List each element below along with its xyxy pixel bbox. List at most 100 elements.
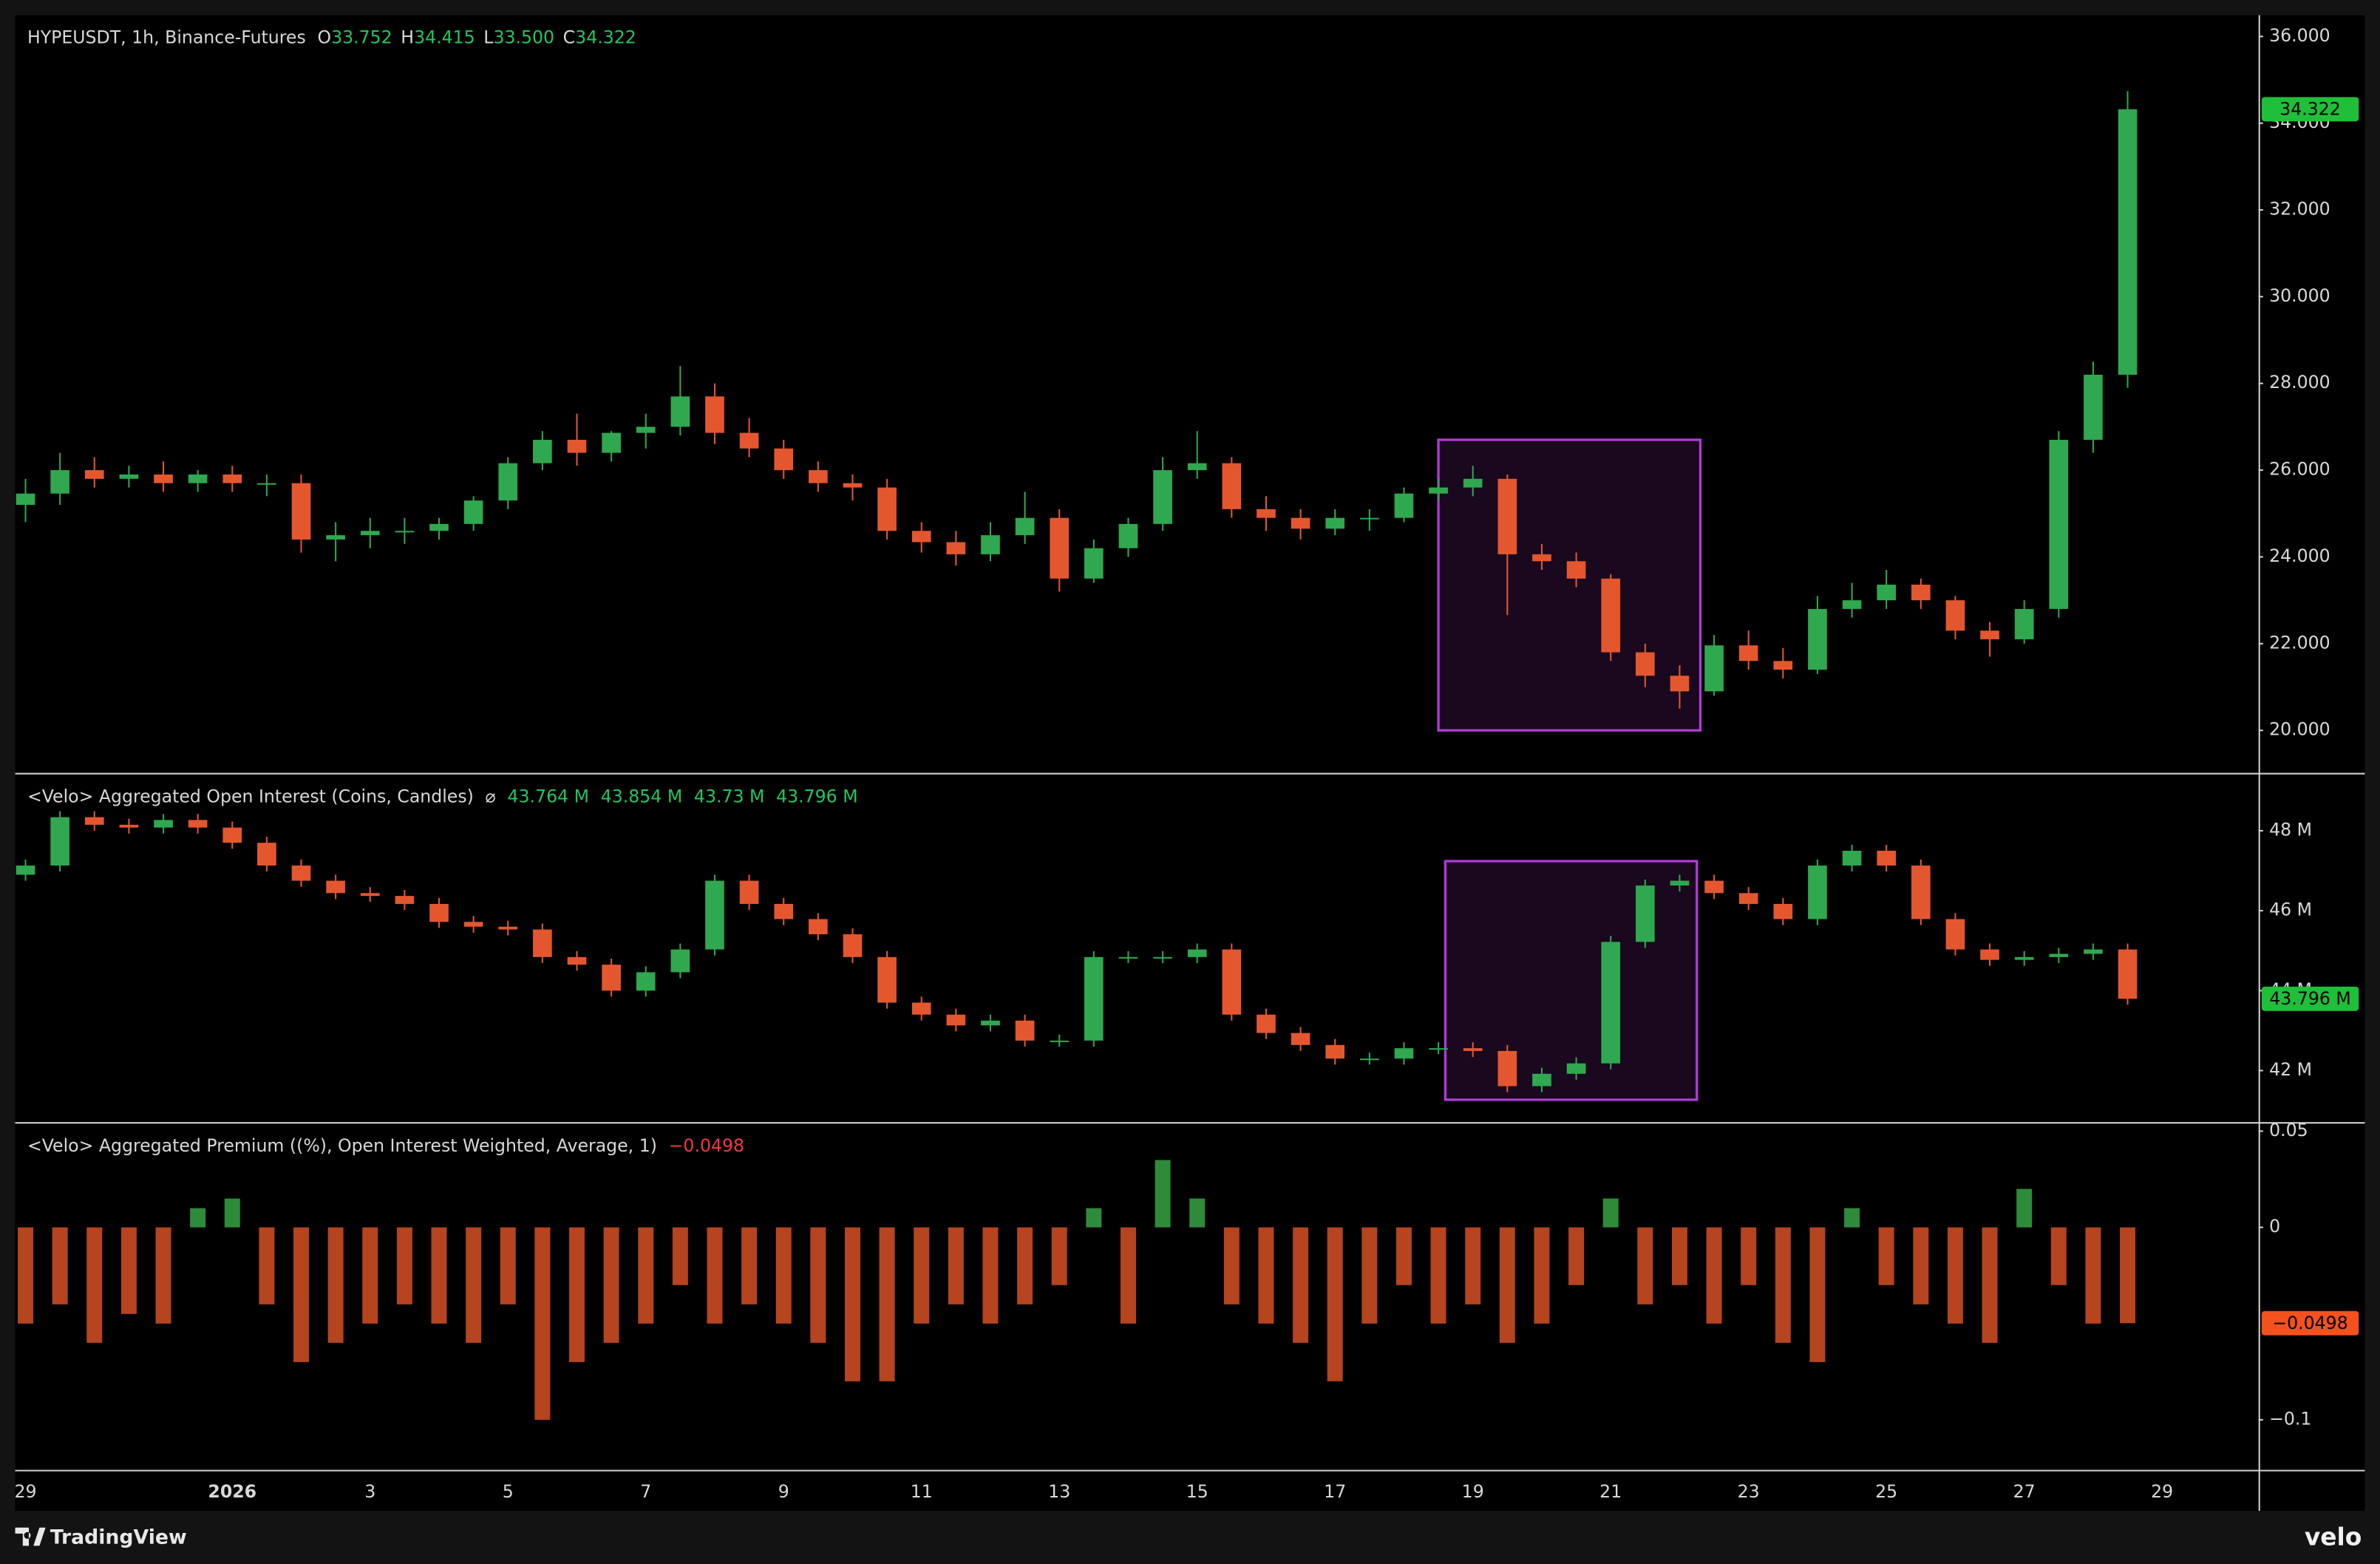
histogram-bar [775,1227,792,1324]
candle-body [1497,478,1517,554]
candle-body [291,866,311,881]
candle-body [1360,517,1379,520]
candle-body [16,866,35,875]
ohlc-value: 33.500 [493,27,554,47]
y-tick-label: 22.000 [2269,632,2330,653]
histogram-bar [1086,1208,1102,1228]
candle-body [636,972,656,991]
symbol-title: HYPEUSDT, 1h, Binance-Futures [27,27,306,47]
x-tick-label: 5 [503,1481,514,1502]
histogram-bar [879,1227,895,1381]
candle-body [636,426,656,433]
histogram-bar [1844,1208,1860,1228]
candle-body [1325,517,1345,529]
histogram-bar [1499,1227,1515,1343]
candle-body [981,1020,1000,1026]
candle-body [1704,880,1724,894]
histogram-bar [1361,1227,1378,1324]
y-tick-label: 48 M [2269,819,2312,840]
y-tick-label: −0.1 [2269,1408,2311,1429]
histogram-bar [2085,1227,2101,1324]
x-tick-label: 29 [15,1481,37,1502]
candle-body [291,483,311,540]
histogram-bar [1602,1198,1619,1228]
candle-body [911,531,931,543]
y-tick-label: 20.000 [2269,719,2330,740]
candle-body [1773,661,1793,670]
indicator-title: <Velo> Aggregated Open Interest (Coins, … [27,786,474,806]
candle-body [567,440,587,453]
indicator-value: −0.0498 [669,1135,744,1156]
histogram-bar [1293,1227,1309,1343]
histogram-bar [569,1227,585,1362]
last-value-tag [2261,1310,2359,1336]
status-icon: ⌀ [486,786,496,806]
candle-body [1429,487,1448,494]
candle-body [1153,956,1172,959]
candle-body [1945,919,1965,950]
histogram-bar [1706,1227,1722,1324]
histogram-bar [844,1227,860,1381]
candle-body [1257,1014,1276,1033]
candle-body [1118,523,1138,548]
x-tick-label: 21 [1599,1481,1622,1502]
candle-body [1257,509,1276,518]
candle-body [84,470,104,479]
histogram-bar [603,1227,619,1343]
x-tick-label: 13 [1048,1481,1070,1502]
x-tick-label: 19 [1462,1481,1484,1502]
candle-body [809,919,828,935]
candle-body [809,470,828,483]
candle-body [1670,676,1690,692]
histogram-bar [1982,1227,1998,1343]
x-tick-label: 3 [364,1481,375,1502]
back-layer [1437,438,1702,1101]
candle-body [1566,1063,1586,1074]
candle-body [1738,645,1758,662]
candle-body [1187,463,1207,471]
histogram-bar [1534,1227,1550,1324]
candle-body [429,523,449,531]
x-tick-label: 15 [1186,1481,1208,1502]
indicator-title: <Velo> Aggregated Premium ((%), Open Int… [27,1135,657,1156]
candle-body [533,440,552,463]
candle-body [1325,1044,1345,1059]
candle-body [1877,585,1897,601]
marks-layer [16,91,2138,1420]
brand-name[interactable]: TradingView [50,1526,187,1549]
last-value-label: 43.796 M [2269,988,2350,1009]
histogram-bar [810,1227,826,1343]
histogram-bar [2120,1227,2136,1324]
histogram-bar [1878,1227,1894,1285]
ohlc-value: 33.752 [331,27,392,47]
candle-body [602,965,621,991]
last-value-label: 34.322 [2279,98,2341,119]
candle-body [1808,866,1827,919]
histogram-bar [1775,1227,1791,1343]
candle-body [2084,374,2103,441]
candle-body [1842,600,1862,609]
candle-body [1015,517,1035,536]
candle-body [1842,851,1862,866]
histogram-bar [396,1227,412,1305]
histogram-bar [18,1227,34,1324]
y-tick-label: 42 M [2269,1059,2312,1080]
source-logo[interactable]: velo [2305,1523,2362,1551]
candle-body [1291,1033,1310,1045]
histogram-bar [1947,1227,1963,1324]
histogram-bar [1327,1227,1343,1381]
candle-body [1911,585,1931,601]
histogram-bar [914,1227,930,1324]
candle-body [1532,1073,1551,1087]
candle-body [119,474,139,479]
candle-body [1222,949,1242,1015]
histogram-bar [466,1227,482,1343]
candle-body [843,483,863,488]
histogram-bar [1258,1227,1274,1324]
histogram-bar [672,1227,688,1285]
candle-body [1945,600,1965,631]
histogram-bar [224,1198,240,1228]
candle-body [326,535,345,540]
candle-body [1601,942,1621,1064]
candle-body [395,531,415,533]
